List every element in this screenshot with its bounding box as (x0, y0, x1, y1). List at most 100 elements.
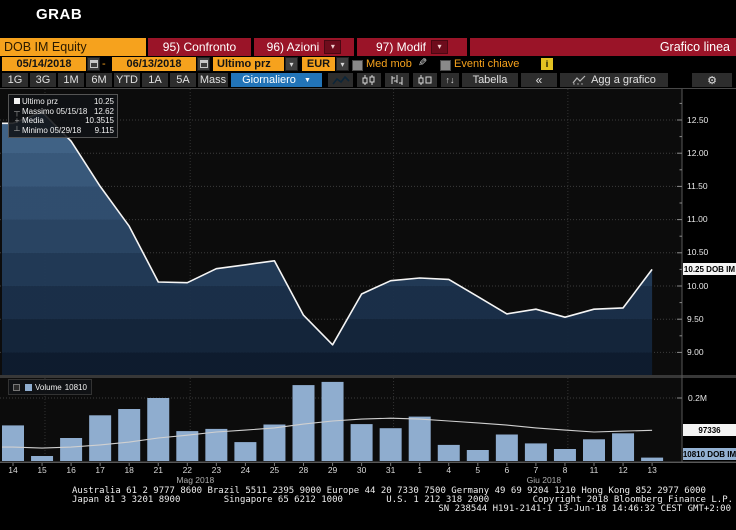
volume-bar (641, 457, 664, 461)
price-source-select[interactable]: Ultimo prz (213, 57, 284, 71)
volume-bar (176, 431, 199, 461)
low-marker-icon: ┴ (14, 125, 20, 135)
sort-arrows-button[interactable]: ↑↓ (441, 73, 459, 87)
table-button[interactable]: Tabella (462, 73, 518, 87)
gear-icon: ⚙ (707, 74, 717, 87)
drag-grip-icon[interactable] (13, 383, 20, 391)
date-tick-label: 22 (182, 465, 193, 475)
date-tick-label: 29 (327, 465, 338, 475)
settings-button[interactable]: ⚙ (692, 73, 732, 87)
security-field[interactable]: DOB IM Equity (0, 38, 146, 56)
currency-select[interactable]: EUR (302, 57, 335, 71)
tab-5a[interactable]: 5A (170, 73, 196, 87)
price-source-dropdown[interactable]: ▾ (285, 57, 298, 71)
volume-bar (524, 443, 547, 461)
axis-ticks (12, 102, 682, 466)
price-tick-label: 10.50 (687, 247, 709, 258)
tab-mass[interactable]: Mass (198, 73, 228, 87)
tab-1a[interactable]: 1A (142, 73, 168, 87)
volume-axis-tick: 0.2M (688, 393, 707, 403)
period-toolbar: 1G 3G 1M 6M YTD 1A 5A Mass Giornaliero ▼ (0, 72, 736, 88)
pencil-icon[interactable]: ✎ (418, 57, 428, 69)
date-tick-label: 12 (618, 465, 628, 475)
volume-bar (437, 444, 460, 461)
panel-divider (0, 375, 736, 378)
menu-item-1[interactable]: 95) Confronto (148, 38, 251, 56)
volume-bar (292, 385, 315, 461)
date-tick-label: 24 (240, 465, 251, 475)
legend-label: Massimo 05/15/18 (22, 106, 88, 116)
date-tick-label: 15 (37, 465, 47, 475)
up-down-arrows-icon: ↑↓ (445, 75, 455, 85)
key-events-label[interactable]: Eventi chiave (454, 58, 520, 70)
chevron-down-icon[interactable]: ▾ (431, 40, 449, 54)
legend-row: ┬ Massimo 05/15/18 12.62 (12, 107, 114, 117)
date-tick-label: 8 (562, 465, 568, 475)
date-tick-label: 30 (356, 465, 367, 475)
price-area-fill (2, 112, 653, 375)
date-to-calendar-button[interactable] (197, 57, 210, 71)
volume-legend-label: Volume (35, 382, 62, 392)
date-from-calendar-button[interactable] (87, 57, 100, 71)
legend-row: + Media 10.3515 (12, 116, 114, 126)
key-events-checkbox[interactable] (440, 60, 451, 71)
frequency-select[interactable]: Giornaliero ▼ (231, 73, 322, 87)
line-chart-type-button[interactable] (328, 73, 353, 87)
currency-dropdown[interactable]: ▾ (336, 57, 349, 71)
legend-label: Media (22, 116, 44, 125)
candle-chart-type-button[interactable] (357, 73, 381, 87)
menu-item-3[interactable]: 97) Modif ▾ (357, 38, 467, 56)
candlestick-icon (362, 75, 375, 85)
moving-average-checkbox[interactable] (352, 60, 363, 71)
tab-1g[interactable]: 1G (2, 73, 28, 87)
volume-bar (495, 434, 518, 461)
chart-legend[interactable]: Ultimo prz 10.25 ┬ Massimo 05/15/18 12.62 + Me… (8, 94, 118, 138)
collapse-button[interactable]: « (521, 73, 557, 87)
candle-volume-icon (418, 75, 432, 85)
date-tick-label: 11 (589, 465, 599, 475)
date-tick-label: 31 (385, 465, 396, 475)
volume-bar (2, 425, 24, 461)
volume-ma-line (2, 417, 653, 449)
date-from-field[interactable]: 05/14/2018 (2, 57, 86, 71)
moving-average-label[interactable]: Med mob (366, 58, 412, 70)
annotate-chart-icon (572, 75, 586, 85)
month-label: Giu 2018 (526, 475, 562, 485)
month-label: Mag 2018 (176, 475, 215, 485)
menu-item-2[interactable]: 96) Azioni ▾ (254, 38, 354, 56)
date-tick-label: 1 (417, 465, 423, 475)
info-icon[interactable]: i (541, 58, 553, 70)
footer-serial-line: SN 238544 H191-2141-1 13-Jun-18 14:46:32… (438, 504, 731, 514)
volume-bar (205, 428, 228, 461)
volume-bar (147, 398, 170, 461)
date-to-field[interactable]: 06/13/2018 (112, 57, 196, 71)
volume-ma-badge: 97336 (683, 424, 736, 437)
price-volume-chart[interactable] (0, 88, 736, 486)
volume-legend-value: 10810 (64, 382, 87, 392)
legend-value: 9.115 (94, 125, 114, 135)
legend-value: 12.62 (93, 106, 114, 116)
volume-bar (553, 449, 576, 461)
tab-ytd[interactable]: YTD (114, 73, 140, 87)
tab-6m[interactable]: 6M (86, 73, 112, 87)
date-tick-label: 16 (66, 465, 76, 475)
footer-copyright-line: Japan 81 3 3201 8900 Singapore 65 6212 1… (72, 495, 734, 505)
legend-label: Minimo 05/29/18 (22, 125, 82, 135)
legend-row: Ultimo prz 10.25 (12, 97, 114, 107)
chevron-down-icon: ▾ (340, 59, 345, 69)
date-tick-label: 6 (504, 465, 510, 475)
tab-3g[interactable]: 3G (30, 73, 56, 87)
ohlc-chart-type-button[interactable] (385, 73, 409, 87)
legend-label: Ultimo prz (22, 97, 59, 106)
price-line (2, 111, 653, 346)
volume-bar (583, 439, 605, 461)
volume-bars (2, 381, 664, 461)
chevron-down-icon[interactable]: ▾ (324, 40, 342, 54)
annotate-button[interactable]: Agg a grafico (560, 73, 668, 87)
volume-legend[interactable]: Volume 10810 (8, 379, 92, 395)
volume-bar (118, 409, 141, 461)
tab-1m[interactable]: 1M (58, 73, 84, 87)
volume-bar (612, 433, 635, 461)
candle-volume-type-button[interactable] (413, 73, 437, 87)
volume-bar (234, 442, 257, 461)
